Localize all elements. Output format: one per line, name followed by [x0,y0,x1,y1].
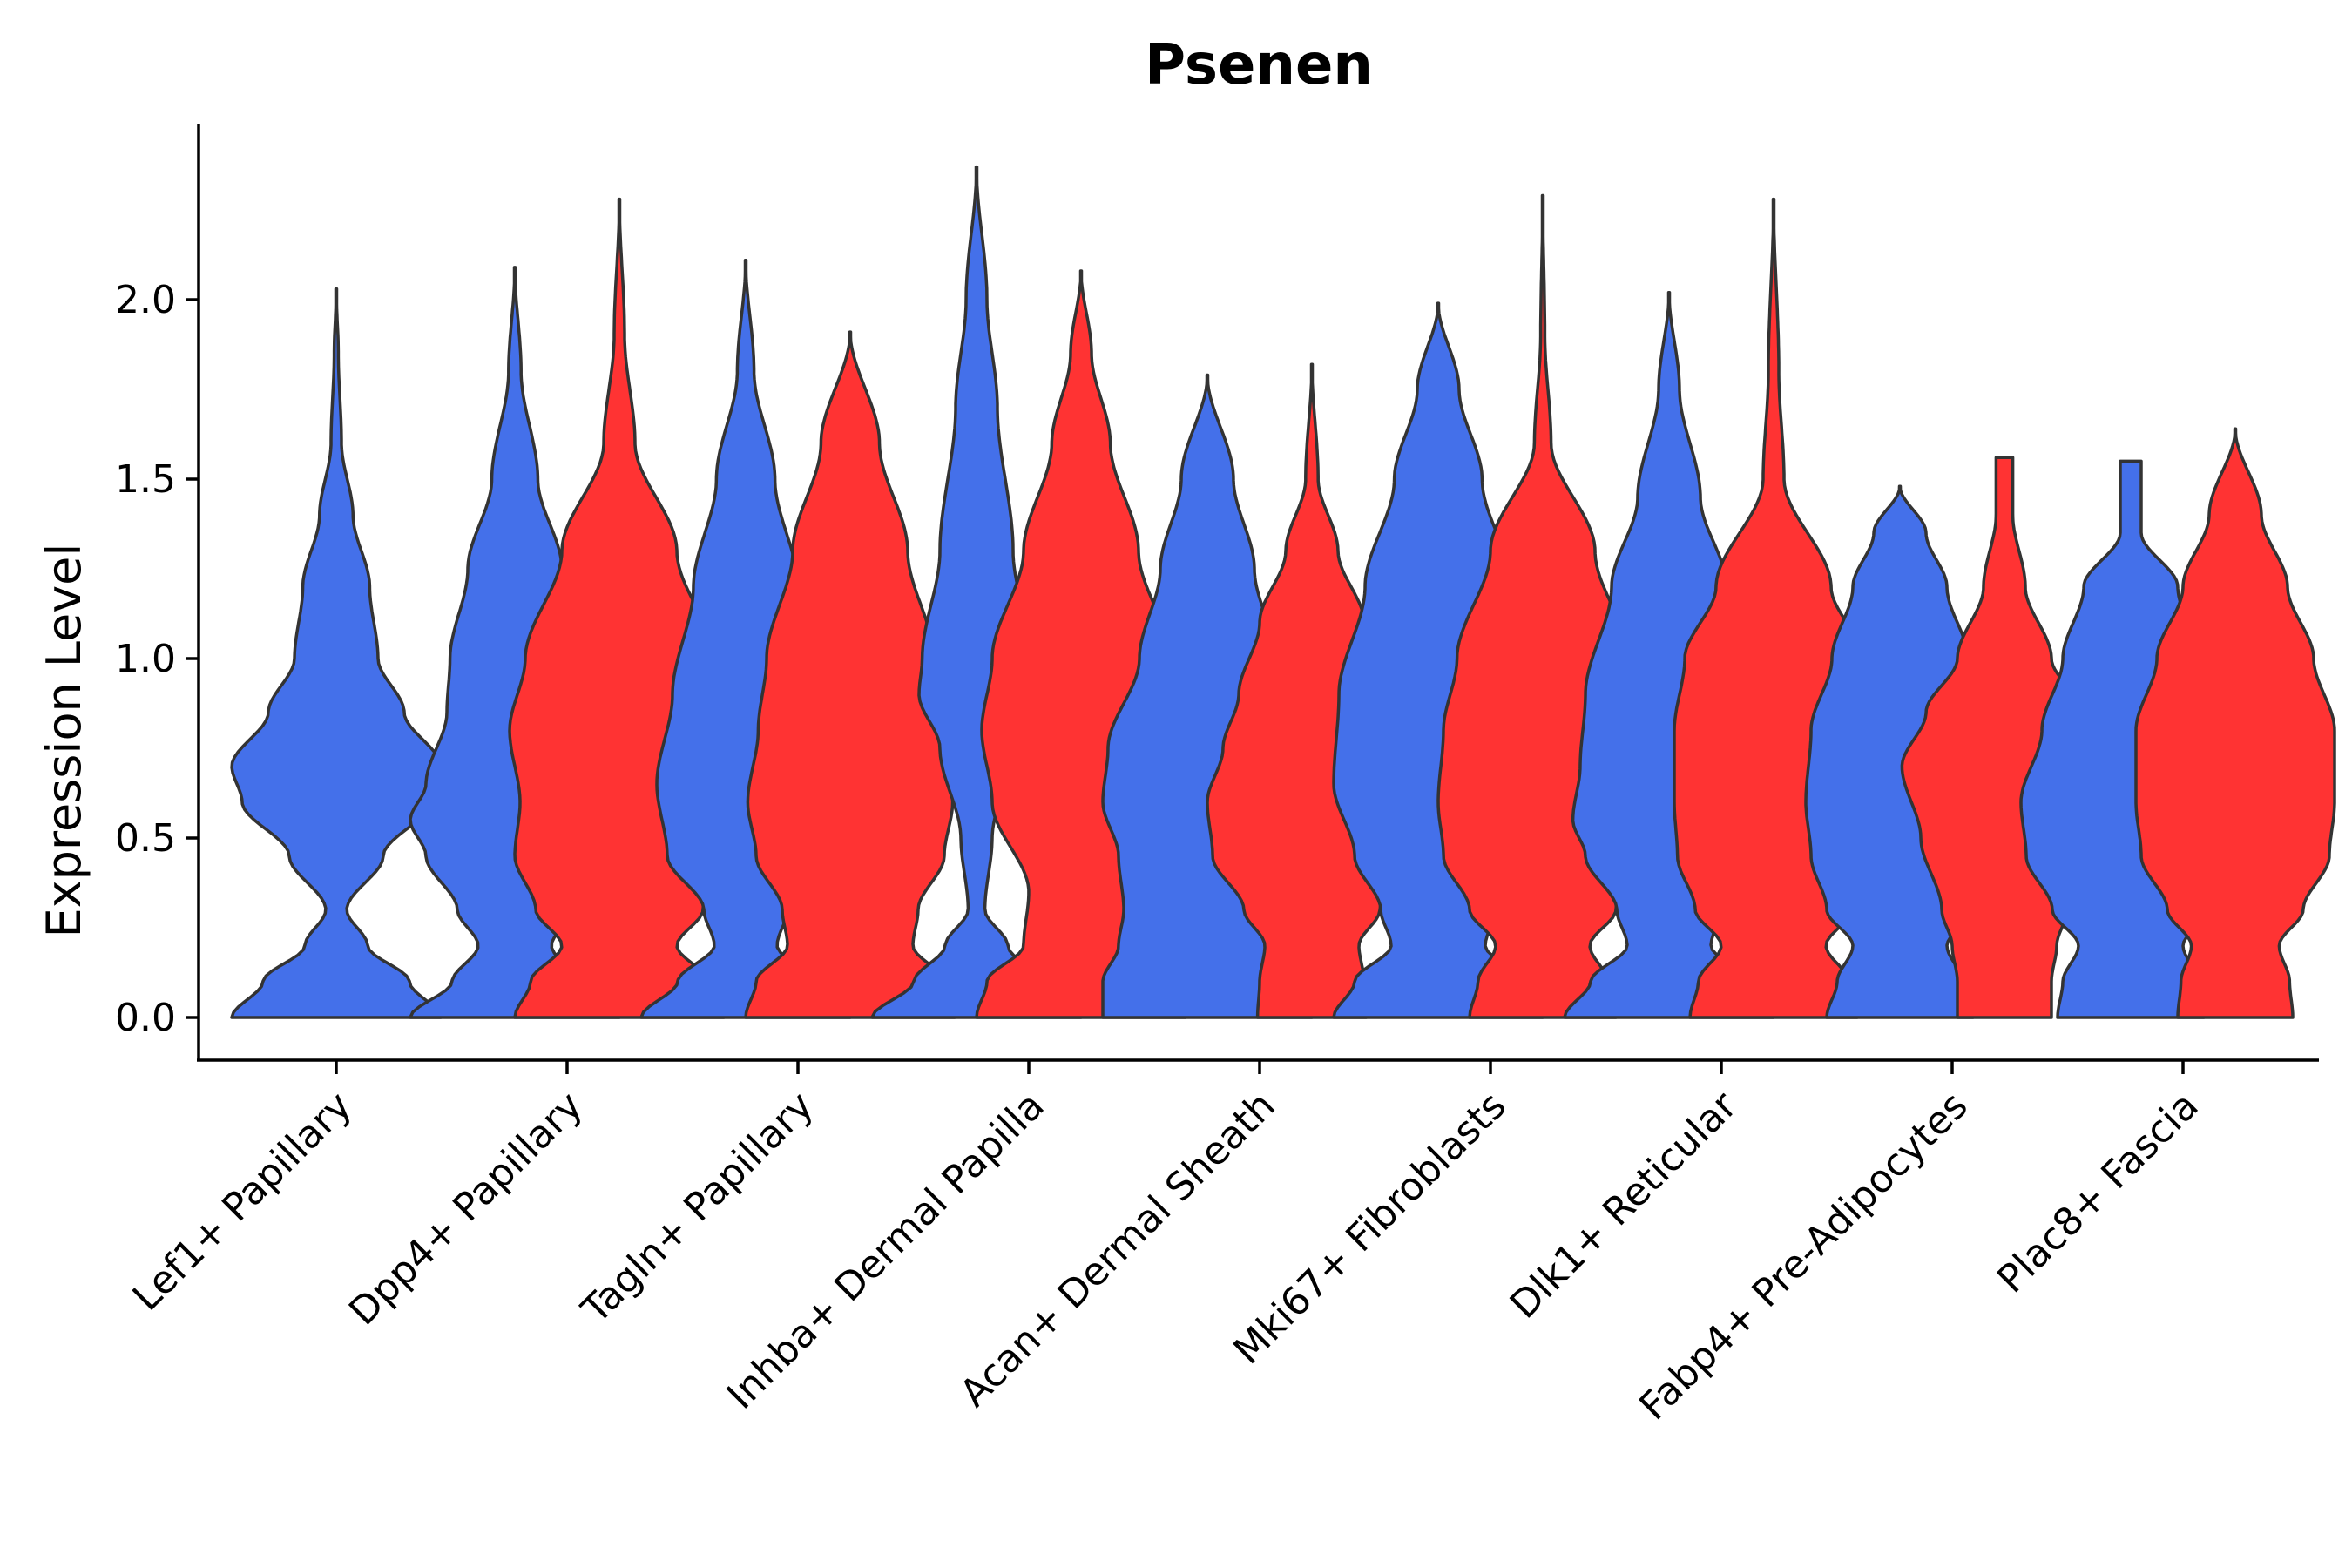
y-tick-label: 0.0 [115,996,176,1040]
chart-title: Psenen [1145,33,1373,98]
y-tick-label: 1.5 [115,457,176,502]
x-tick-label: Tagln+ Papillary [573,1084,822,1333]
y-ticks: 0.0 0.5 1.0 1.5 2.0 [115,278,199,1040]
violin-group1-1 [230,287,443,1019]
y-tick-label: 0.5 [115,816,176,861]
x-tick-label: Plac8+ Fascia [1989,1084,2207,1302]
y-tick-label: 1.0 [115,637,176,681]
axes [197,124,2319,1062]
violin-group2-9 [2134,427,2336,1019]
x-tick-label: Lef1+ Papillary [125,1084,361,1320]
violin-group [230,165,2336,1019]
x-tick-label: Dlk1+ Reticular [1502,1083,1747,1328]
x-tick-label: Dpp4+ Papillary [341,1084,591,1335]
y-axis-label: Expression Level [37,544,91,938]
y-tick-label: 2.0 [115,278,176,322]
